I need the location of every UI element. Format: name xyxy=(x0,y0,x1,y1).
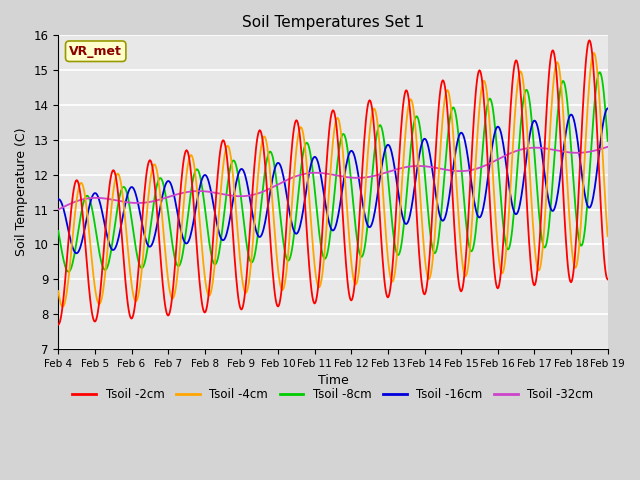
Title: Soil Temperatures Set 1: Soil Temperatures Set 1 xyxy=(242,15,424,30)
Legend: Tsoil -2cm, Tsoil -4cm, Tsoil -8cm, Tsoil -16cm, Tsoil -32cm: Tsoil -2cm, Tsoil -4cm, Tsoil -8cm, Tsoi… xyxy=(68,384,598,406)
Y-axis label: Soil Temperature (C): Soil Temperature (C) xyxy=(15,128,28,256)
X-axis label: Time: Time xyxy=(317,374,348,387)
Text: VR_met: VR_met xyxy=(69,45,122,58)
